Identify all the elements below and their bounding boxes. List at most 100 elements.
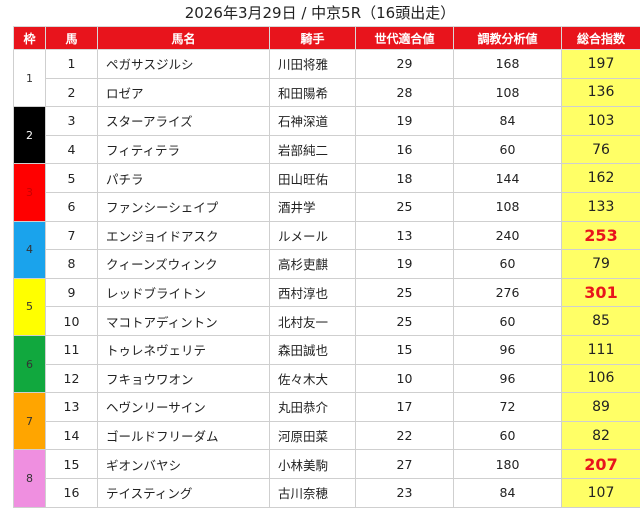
header-horse-name: 馬名 (97, 26, 270, 50)
table-row: 8 15 ギオンバヤシ 小林美駒 27 180 207 (13, 449, 640, 508)
jockey-cell: 岩部純二 (269, 134, 356, 165)
header-total-index: 総合指数 (561, 26, 640, 50)
horse-name-cell: フィティテラ (97, 134, 270, 165)
horse-index-table: 枠 馬 馬名 騎手 世代適合値 調教分析値 総合指数 1 1 ペガサスジルシ 川田将雅… (13, 26, 640, 508)
horse-name-cell: パチラ (97, 163, 270, 193)
horse-number-cell: 12 (45, 363, 98, 394)
total-index-cell: 107 (561, 477, 640, 508)
horse-name-cell: ギオンバヤシ (97, 449, 270, 479)
horse-name-cell: ペガサスジルシ (97, 49, 270, 79)
horse-number-cell: 15 (45, 449, 98, 479)
horse-number-cell: 8 (45, 249, 98, 279)
generation-fit-cell: 29 (355, 49, 454, 79)
total-index-cell: 162 (561, 163, 640, 193)
jockey-cell: 佐々木大 (269, 363, 356, 394)
frame-cell: 7 (13, 392, 46, 451)
frame-cell: 4 (13, 220, 46, 279)
generation-fit-cell: 13 (355, 220, 454, 251)
horse-name-cell: クィーンズウィンク (97, 249, 270, 279)
total-index-cell: 207 (561, 449, 640, 479)
horse-name-cell: レッドブライトン (97, 277, 270, 308)
training-analysis-cell: 144 (453, 163, 562, 193)
jockey-cell: ルメール (269, 220, 356, 251)
total-index-cell: 85 (561, 306, 640, 336)
horse-number-cell: 6 (45, 191, 98, 222)
table-row: 1 1 ペガサスジルシ 川田将雅 29 168 197 (13, 48, 640, 108)
training-analysis-cell: 96 (453, 334, 562, 365)
training-analysis-cell: 180 (453, 449, 562, 479)
generation-fit-cell: 19 (355, 249, 454, 279)
table-row: 2 3 スターアライズ 石神深道 19 84 103 (13, 106, 640, 165)
horse-number-cell: 13 (45, 392, 98, 422)
horse-name-cell: ファンシーシェイプ (97, 191, 270, 222)
frame-cell: 6 (13, 334, 46, 394)
jockey-cell: 石神深道 (269, 106, 356, 136)
jockey-cell: 和田陽希 (269, 77, 356, 108)
header-jockey: 騎手 (269, 26, 356, 50)
jockey-cell: 森田誠也 (269, 334, 356, 365)
generation-fit-cell: 25 (355, 191, 454, 222)
table-row: 14 ゴールドフリーダム 河原田菜 22 60 82 (14, 420, 640, 451)
frame-cell: 8 (13, 449, 46, 508)
total-index-cell: 103 (561, 106, 640, 136)
horse-number-cell: 5 (45, 163, 98, 193)
horse-name-cell: マコトアディントン (97, 306, 270, 336)
horse-name-cell: スターアライズ (97, 106, 270, 136)
horse-name-cell: エンジョイドアスク (97, 220, 270, 251)
frame-cell: 1 (13, 48, 46, 108)
training-analysis-cell: 60 (453, 134, 562, 165)
horse-number-cell: 3 (45, 106, 98, 136)
horse-name-cell: テイスティング (97, 477, 270, 508)
horse-name-cell: ロゼア (97, 77, 270, 108)
total-index-cell: 197 (561, 49, 640, 79)
horse-number-cell: 11 (45, 334, 98, 365)
total-index-cell: 89 (561, 392, 640, 422)
jockey-cell: 古川奈穂 (269, 477, 356, 508)
generation-fit-cell: 25 (355, 306, 454, 336)
training-analysis-cell: 60 (453, 249, 562, 279)
jockey-cell: 北村友一 (269, 306, 356, 336)
total-index-cell: 79 (561, 249, 640, 279)
horse-number-cell: 16 (45, 477, 98, 508)
training-analysis-cell: 108 (453, 77, 562, 108)
training-analysis-cell: 96 (453, 363, 562, 394)
horse-number-cell: 2 (45, 77, 98, 108)
total-index-cell: 111 (561, 334, 640, 365)
jockey-cell: 高杉吏麒 (269, 249, 356, 279)
horse-number-cell: 10 (45, 306, 98, 336)
table-row: 2 ロゼア 和田陽希 28 108 136 (14, 77, 640, 108)
table-row: 4 フィティテラ 岩部純二 16 60 76 (14, 134, 640, 165)
training-analysis-cell: 276 (453, 277, 562, 308)
training-analysis-cell: 72 (453, 392, 562, 422)
total-index-cell: 76 (561, 134, 640, 165)
jockey-cell: 酒井学 (269, 191, 356, 222)
table-row: 8 クィーンズウィンク 高杉吏麒 19 60 79 (14, 249, 640, 279)
table-row: 3 5 パチラ 田山旺佑 18 144 162 (13, 163, 640, 222)
table-row: 7 13 ヘヴンリーサイン 丸田恭介 17 72 89 (13, 392, 640, 451)
generation-fit-cell: 27 (355, 449, 454, 479)
total-index-cell: 253 (561, 220, 640, 251)
jockey-cell: 田山旺佑 (269, 163, 356, 193)
generation-fit-cell: 18 (355, 163, 454, 193)
horse-number-cell: 9 (45, 277, 98, 308)
generation-fit-cell: 22 (355, 420, 454, 451)
total-index-cell: 301 (561, 277, 640, 308)
table-header-row: 枠 馬 馬名 騎手 世代適合値 調教分析値 総合指数 (13, 26, 640, 50)
horse-name-cell: ヘヴンリーサイン (97, 392, 270, 422)
total-index-cell: 136 (561, 77, 640, 108)
horse-number-cell: 1 (45, 49, 98, 79)
generation-fit-cell: 23 (355, 477, 454, 508)
generation-fit-cell: 17 (355, 392, 454, 422)
horse-number-cell: 7 (45, 220, 98, 251)
table-row: 5 9 レッドブライトン 西村淳也 25 276 301 (13, 277, 640, 336)
generation-fit-cell: 15 (355, 334, 454, 365)
total-index-cell: 82 (561, 420, 640, 451)
frame-cell: 3 (13, 163, 46, 222)
total-index-cell: 133 (561, 191, 640, 222)
table-row: 4 7 エンジョイドアスク ルメール 13 240 253 (13, 220, 640, 279)
generation-fit-cell: 16 (355, 134, 454, 165)
jockey-cell: 河原田菜 (269, 420, 356, 451)
training-analysis-cell: 84 (453, 477, 562, 508)
generation-fit-cell: 10 (355, 363, 454, 394)
header-frame: 枠 (13, 26, 46, 50)
